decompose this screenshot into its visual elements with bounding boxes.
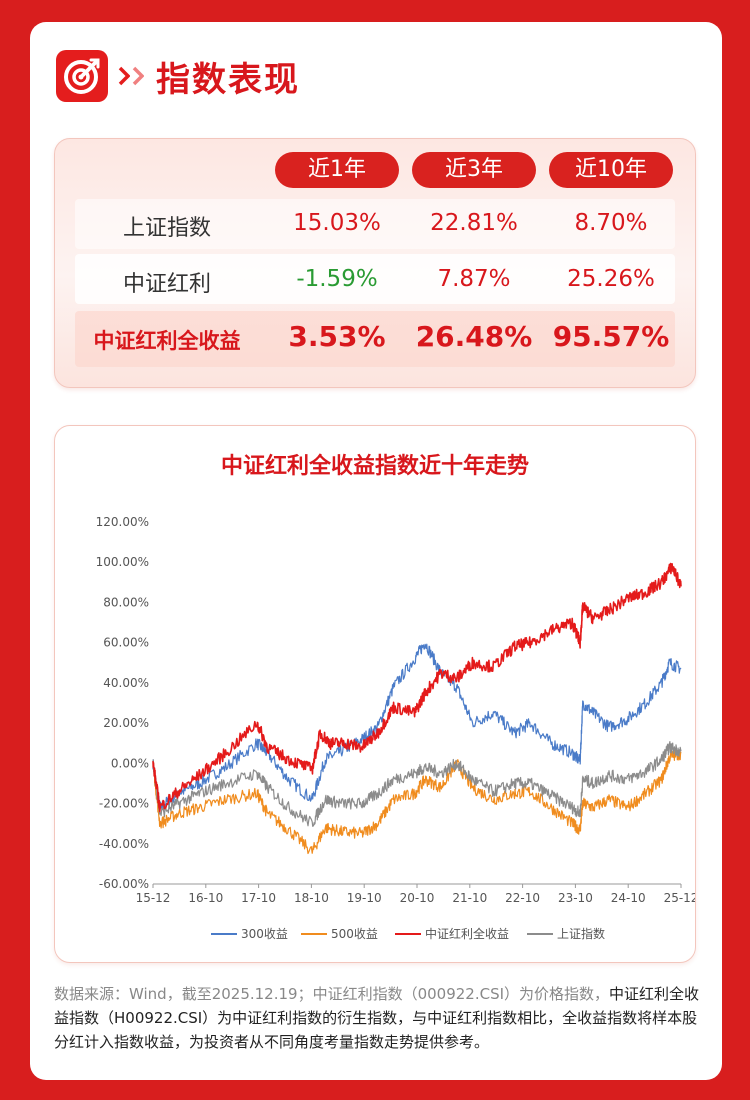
chevron-right-icon xyxy=(132,66,144,86)
y-tick-label: -20.00% xyxy=(99,797,149,811)
x-tick-label: 15-12 xyxy=(136,891,171,905)
section-header: 指数表现 xyxy=(56,44,456,104)
table-row xyxy=(75,311,675,367)
x-tick-label: 22-10 xyxy=(505,891,540,905)
x-tick-label: 21-10 xyxy=(452,891,487,905)
line-chart: 120.00% 100.00% 80.00% 60.00% 40.00% 20.00% 0.… xyxy=(96,515,695,941)
performance-table: 近1年 近3年 近10年 上证指数 15.03% 22.81% 8.70% 中证… xyxy=(54,138,696,388)
table-cell: 15.03% xyxy=(293,210,381,236)
series-line-1 xyxy=(152,749,682,855)
x-tick-label: 25-12 xyxy=(664,891,695,905)
column-header-1y: 近1年 xyxy=(275,152,399,188)
main-card: 指数表现 近1年 近3年 近10年 上证指数 15.03% 22.81% 8.7… xyxy=(30,22,722,1080)
y-tick-label: 100.00% xyxy=(96,555,149,569)
x-tick-label: 18-10 xyxy=(294,891,329,905)
table-cell: 26.48% xyxy=(415,320,533,353)
table-row xyxy=(75,254,675,304)
y-tick-label: -60.00% xyxy=(99,877,149,891)
y-tick-label: 120.00% xyxy=(96,515,149,529)
y-tick-label: -40.00% xyxy=(99,837,149,851)
y-tick-label: 60.00% xyxy=(103,636,149,650)
y-tick-label: 40.00% xyxy=(103,676,149,690)
table-cell: 95.57% xyxy=(552,320,670,353)
table-cell: 22.81% xyxy=(430,210,518,236)
table-cell: 8.70% xyxy=(574,210,648,236)
target-arrow-icon xyxy=(56,50,108,102)
chart-title: 中证红利全收益指数近十年走势 xyxy=(220,454,529,479)
x-tick-label: 20-10 xyxy=(400,891,435,905)
series-line-2 xyxy=(152,562,682,813)
legend-label: 500收益 xyxy=(331,927,378,941)
chart-panel: 中证红利全收益指数近十年走势 120.00% 100.00% 80.00% 60.00… xyxy=(54,425,696,963)
footnote-source: 数据来源：Wind，截至2025.12.19；中证红利指数（000922.CSI… xyxy=(54,985,610,1003)
legend-label: 300收益 xyxy=(241,927,288,941)
table-cell: 3.53% xyxy=(288,320,386,353)
footnote-body: 中证红利全收益指数（H00922.CSI）为中证红利指数的衍生指数，与中证红利指… xyxy=(54,985,700,1051)
y-tick-label: 80.00% xyxy=(103,595,149,609)
y-tick-label: 20.00% xyxy=(103,716,149,730)
table-row xyxy=(75,199,675,249)
table-cell: 25.26% xyxy=(567,266,655,292)
column-header-10y: 近10年 xyxy=(549,152,673,188)
x-tick-label: 17-10 xyxy=(241,891,276,905)
row-label: 上证指数 xyxy=(122,216,211,241)
legend-label: 上证指数 xyxy=(557,926,605,941)
x-tick-label: 16-10 xyxy=(188,891,223,905)
row-label: 中证红利 xyxy=(122,272,211,297)
x-tick-label: 19-10 xyxy=(347,891,382,905)
column-header-3y: 近3年 xyxy=(412,152,536,188)
page-title: 指数表现 xyxy=(156,60,300,100)
y-tick-label: 0.00% xyxy=(111,756,149,770)
row-label: 中证红利全收益 xyxy=(93,329,241,353)
footnote: 数据来源：Wind，截至2025.12.19；中证红利指数（000922.CSI… xyxy=(54,982,702,1054)
table-cell: -1.59% xyxy=(296,266,378,292)
chevron-right-icon xyxy=(118,66,130,86)
x-tick-label: 24-10 xyxy=(611,891,646,905)
table-cell: 7.87% xyxy=(437,266,511,292)
series-line-3 xyxy=(152,741,682,827)
x-tick-label: 23-10 xyxy=(558,891,593,905)
legend-label: 中证红利全收益 xyxy=(425,926,509,941)
